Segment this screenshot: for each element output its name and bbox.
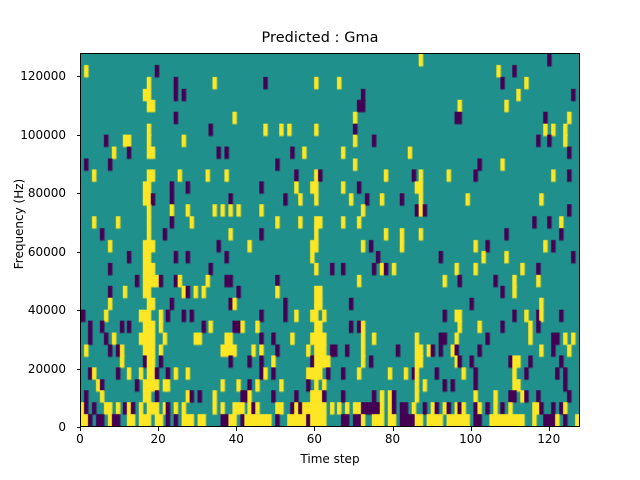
y-tick-label: 40000	[27, 303, 66, 318]
x-tick-mark	[158, 427, 160, 431]
y-tick-mark	[76, 251, 80, 253]
y-tick-mark	[76, 134, 80, 136]
y-tick-mark	[76, 368, 80, 370]
plot-area	[80, 53, 580, 427]
y-tick-label: 0	[58, 420, 66, 434]
y-tick-mark	[76, 427, 80, 429]
y-tick-mark	[76, 76, 80, 78]
x-tick-mark	[80, 427, 82, 431]
x-tick-mark	[236, 427, 238, 431]
x-tick-mark	[314, 427, 316, 431]
x-tick-mark	[548, 427, 550, 431]
x-tick-mark	[470, 427, 472, 431]
y-tick-mark	[76, 310, 80, 312]
y-tick-label: 80000	[27, 186, 66, 201]
x-tick-label: 80	[384, 432, 401, 446]
y-tick-mark	[76, 193, 80, 195]
x-tick-label: 100	[459, 432, 483, 446]
x-tick-label: 60	[306, 432, 323, 446]
y-tick-label: 60000	[27, 244, 66, 259]
y-tick-label: 100000	[20, 127, 66, 142]
x-tick-mark	[392, 427, 394, 431]
chart-title: Predicted : Gma	[261, 30, 379, 46]
x-tick-label: 0	[76, 432, 84, 446]
heatmap-canvas	[81, 54, 579, 426]
x-tick-label: 120	[537, 432, 561, 446]
x-axis-label: Time step	[300, 452, 360, 466]
x-tick-label: 20	[150, 432, 166, 446]
y-axis-label: Frequency (Hz)	[12, 178, 26, 270]
x-tick-label: 40	[228, 432, 244, 446]
y-tick-label: 120000	[20, 69, 66, 84]
y-tick-label: 20000	[27, 361, 66, 376]
